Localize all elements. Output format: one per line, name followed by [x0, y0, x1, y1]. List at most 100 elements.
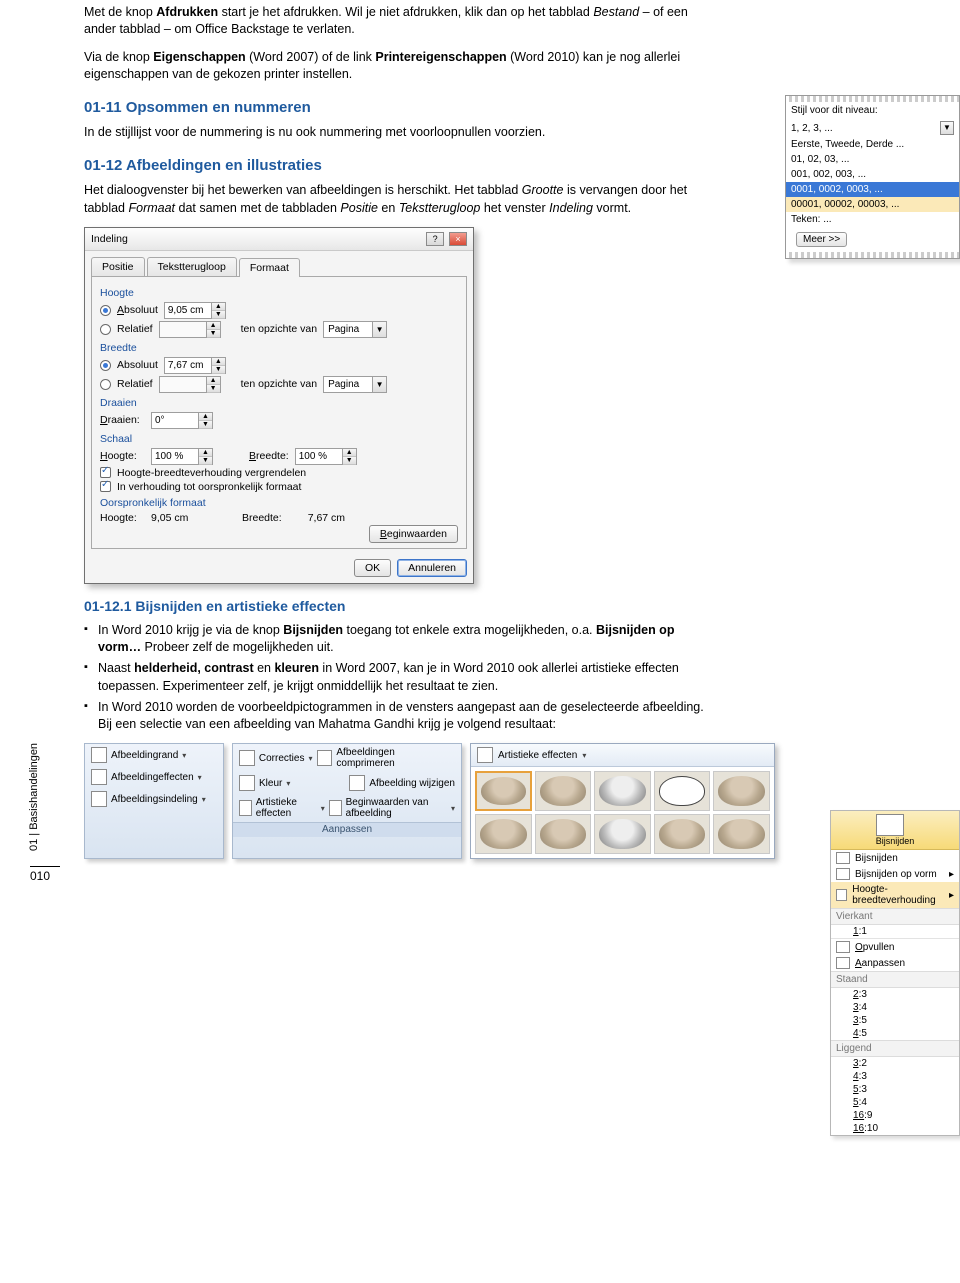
- ratio-option[interactable]: 16:9: [831, 1109, 959, 1122]
- dialog-indeling: Indeling ? × Positie Tekstterugloop Form…: [84, 227, 474, 584]
- crop-top-label: Bijsnijden: [876, 836, 915, 846]
- combo-value: Pagina: [324, 377, 372, 392]
- figure-ribbon-groups: Afbeeldingrand ▾ Afbeeldingeffecten ▾ Af…: [84, 743, 890, 859]
- spinner-up-icon[interactable]: ▲: [212, 303, 225, 311]
- spinner-down-icon[interactable]: ▼: [212, 311, 225, 319]
- input-draaien[interactable]: [152, 413, 198, 428]
- stylelist-row[interactable]: 00001, 00002, 00003, ...: [786, 197, 959, 212]
- menu-item-opvullen[interactable]: Opvullen: [831, 938, 959, 955]
- ratio-option[interactable]: 2:3: [831, 988, 959, 1001]
- combo-breedte-tov[interactable]: Pagina▼: [323, 376, 387, 393]
- artistic-icon: [477, 747, 493, 763]
- stylelist-row[interactable]: 0001, 0002, 0003, ...: [786, 182, 959, 197]
- ratio-option[interactable]: 3:5: [831, 1014, 959, 1027]
- gallery-thumb[interactable]: [594, 771, 651, 811]
- menu-item-bijsnijden[interactable]: Bijsnijden: [831, 850, 959, 866]
- ok-button[interactable]: OK: [354, 559, 391, 577]
- input-hoogte-abs[interactable]: [165, 303, 211, 318]
- ratio-option[interactable]: 16:10: [831, 1122, 959, 1135]
- ratio-1-1[interactable]: 1:1: [831, 925, 959, 938]
- menu-item-aspect-ratio[interactable]: Hoogte-breedteverhouding▸: [831, 882, 959, 908]
- text: start je het afdrukken. Wil je niet afdr…: [218, 5, 593, 19]
- input-schaal-h[interactable]: [152, 449, 198, 464]
- input-hoogte-rel[interactable]: [160, 322, 206, 337]
- chevron-down-icon[interactable]: ▾: [198, 773, 202, 782]
- text-bold: Eigenschappen: [153, 50, 245, 64]
- gallery-thumb[interactable]: [654, 771, 711, 811]
- chevron-down-icon[interactable]: ▾: [582, 751, 586, 760]
- text: en: [378, 201, 399, 215]
- spinner-breedte-abs[interactable]: ▲▼: [164, 357, 226, 374]
- chevron-down-icon[interactable]: ▼: [372, 377, 386, 392]
- spinner-hoogte-abs[interactable]: ▲▼: [164, 302, 226, 319]
- tab-tekstterugloop[interactable]: Tekstterugloop: [147, 257, 237, 276]
- close-button[interactable]: ×: [449, 232, 467, 246]
- ribbon-item-color[interactable]: Kleur: [259, 778, 282, 789]
- ratio-option[interactable]: 4:3: [831, 1070, 959, 1083]
- gallery-thumb[interactable]: [475, 814, 532, 854]
- heading-01-12-1: 01-12.1 Bijsnijden en artistieke effecte…: [84, 598, 890, 614]
- gallery-thumb[interactable]: [535, 771, 592, 811]
- group-schaal: Schaal: [100, 433, 458, 445]
- gallery-thumb[interactable]: [713, 814, 770, 854]
- ribbon-item-corrections[interactable]: Correcties: [259, 753, 305, 764]
- ratio-option[interactable]: 3:4: [831, 1001, 959, 1014]
- ribbon-item-reset[interactable]: Beginwaarden van afbeelding: [346, 797, 447, 819]
- ribbon-item-artistic[interactable]: Artistieke effecten: [256, 797, 317, 819]
- heading-01-12: 01-12 Afbeeldingen en illustraties: [84, 157, 890, 174]
- layout-icon: [91, 791, 107, 807]
- spinner-breedte-rel[interactable]: ▲▼: [159, 376, 221, 393]
- gallery-thumb[interactable]: [654, 814, 711, 854]
- cancel-button[interactable]: Annuleren: [397, 559, 467, 577]
- ribbon-item-effects[interactable]: Afbeeldingeffecten ▾: [85, 766, 223, 788]
- stylelist-more-button[interactable]: Meer >>: [796, 232, 847, 247]
- tab-positie[interactable]: Positie: [91, 257, 145, 276]
- stylelist-row[interactable]: 001, 002, 003, ...: [786, 167, 959, 182]
- text: vormt.: [593, 201, 631, 215]
- gallery-thumb[interactable]: [594, 814, 651, 854]
- ratio-option[interactable]: 5:3: [831, 1083, 959, 1096]
- radio-hoogte-relatief[interactable]: [100, 324, 111, 335]
- figure-crop-menu: Bijsnijden Bijsnijden Bijsnijden op vorm…: [830, 810, 960, 1136]
- ribbon-item-border[interactable]: Afbeeldingrand ▾: [85, 744, 223, 766]
- ratio-option[interactable]: 4:5: [831, 1027, 959, 1040]
- chevron-down-icon[interactable]: ▾: [182, 751, 186, 760]
- combo-hoogte-tov[interactable]: Pagina▼: [323, 321, 387, 338]
- dialog-titlebar: Indeling ? ×: [85, 228, 473, 251]
- radio-breedte-absoluut[interactable]: [100, 360, 111, 371]
- checkbox-lock-ratio[interactable]: [100, 467, 111, 478]
- chevron-down-icon[interactable]: ▼: [940, 121, 954, 135]
- chevron-down-icon[interactable]: ▾: [202, 795, 206, 804]
- spinner-hoogte-rel[interactable]: ▲▼: [159, 321, 221, 338]
- stylelist-row[interactable]: 1, 2, 3, ...▼: [786, 119, 959, 137]
- spinner-draaien[interactable]: ▲▼: [151, 412, 213, 429]
- input-breedte-abs[interactable]: [165, 358, 211, 373]
- crop-icon: [836, 852, 850, 864]
- crop-icon[interactable]: [876, 814, 904, 836]
- chevron-down-icon[interactable]: ▼: [372, 322, 386, 337]
- spinner-schaal-h[interactable]: ▲▼: [151, 448, 213, 465]
- gallery-thumb[interactable]: [535, 814, 592, 854]
- text: Het dialoogvenster bij het bewerken van …: [84, 183, 522, 197]
- checkbox-relative-original[interactable]: [100, 481, 111, 492]
- ribbon-item-layout[interactable]: Afbeeldingsindeling ▾: [85, 788, 223, 810]
- tab-formaat[interactable]: Formaat: [239, 258, 300, 277]
- ribbon-item-change[interactable]: Afbeelding wijzigen: [369, 778, 455, 789]
- menu-item-aanpassen[interactable]: Aanpassen: [831, 955, 959, 971]
- ribbon-item-compress[interactable]: Afbeeldingen comprimeren: [336, 747, 455, 769]
- spinner-schaal-b[interactable]: ▲▼: [295, 448, 357, 465]
- menu-item-bijsnijden-vorm[interactable]: Bijsnijden op vorm▸: [831, 866, 959, 882]
- input-schaal-b[interactable]: [296, 449, 342, 464]
- input-breedte-rel[interactable]: [160, 377, 206, 392]
- radio-breedte-relatief[interactable]: [100, 379, 111, 390]
- stylelist-row[interactable]: 01, 02, 03, ...: [786, 152, 959, 167]
- help-button[interactable]: ?: [426, 232, 444, 246]
- ratio-option[interactable]: 5:4: [831, 1096, 959, 1109]
- reset-button[interactable]: Beginwaarden: [369, 525, 458, 543]
- stylelist-row[interactable]: Eerste, Tweede, Derde ...: [786, 137, 959, 152]
- radio-hoogte-absoluut[interactable]: [100, 305, 111, 316]
- stylelist-row[interactable]: Teken: ...: [786, 212, 959, 227]
- ratio-option[interactable]: 3:2: [831, 1057, 959, 1070]
- gallery-thumb[interactable]: [475, 771, 532, 811]
- gallery-thumb[interactable]: [713, 771, 770, 811]
